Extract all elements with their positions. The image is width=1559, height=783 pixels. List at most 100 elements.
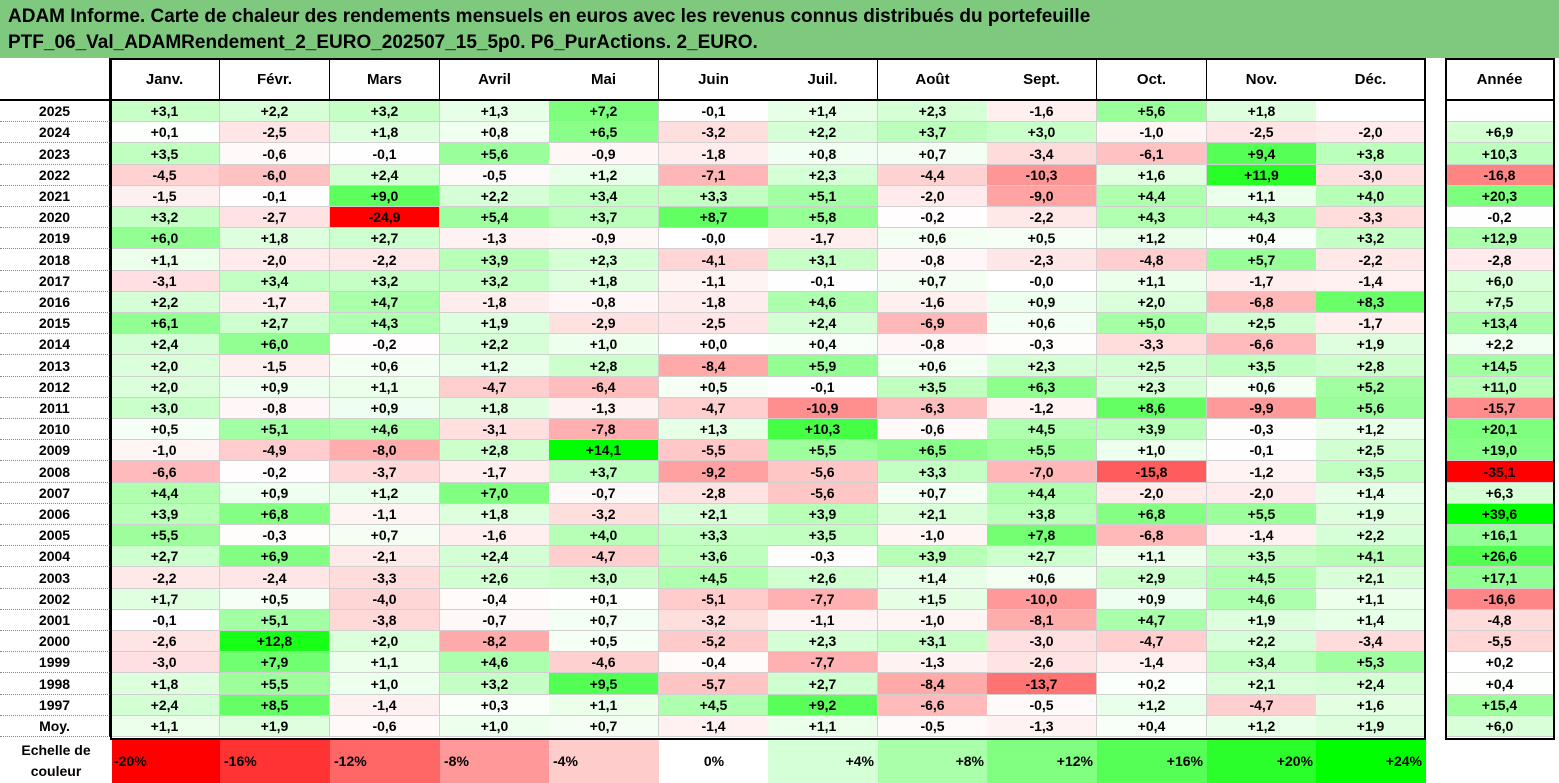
heatmap-cell: -3,0 (987, 631, 1097, 652)
heatmap-cell: +3,4 (1207, 652, 1317, 673)
heatmap-cell: -2,6 (987, 652, 1097, 673)
heatmap-cell: -0,8 (878, 334, 988, 355)
heatmap-cell: +1,9 (440, 313, 550, 334)
heatmap-cell: -0,5 (987, 695, 1097, 716)
heatmap-cell: +1,2 (549, 165, 659, 186)
heatmap-cell: -8,0 (330, 440, 440, 461)
heatmap-cell: +1,8 (549, 271, 659, 292)
heatmap-cell: -0,3 (768, 546, 878, 567)
heatmap-cell: +4,6 (330, 419, 440, 440)
heatmap-cell: +4,1 (1316, 546, 1426, 567)
heatmap-cell: -1,7 (1316, 313, 1426, 334)
year-label: 2004 (0, 546, 110, 567)
heatmap-cell: +2,3 (768, 165, 878, 186)
heatmap-cell: +4,0 (1316, 186, 1426, 207)
heatmap-cell: +2,3 (768, 631, 878, 652)
heatmap-cell: -1,4 (330, 695, 440, 716)
heatmap-cell: -1,3 (987, 716, 1097, 737)
heatmap-cell: +0,9 (987, 292, 1097, 313)
heatmap-cell: -10,0 (987, 589, 1097, 610)
heatmap-cell: +1,1 (110, 716, 220, 737)
month-header: Sept. (987, 58, 1097, 101)
annual-cell: +14,5 (1445, 355, 1555, 377)
heatmap-cell: -6,3 (878, 398, 988, 419)
heatmap-cell: -1,4 (1316, 271, 1426, 292)
heatmap-cell: +1,0 (1097, 440, 1207, 461)
heatmap-cell: +0,5 (110, 419, 220, 440)
heatmap-cell: +2,5 (1097, 355, 1207, 377)
annual-cell: +0,4 (1445, 673, 1555, 695)
heatmap-cell: -0,6 (330, 716, 440, 737)
heatmap-cell: +3,8 (1316, 143, 1426, 165)
year-label: 2008 (0, 461, 110, 483)
heatmap-cell: -3,1 (440, 419, 550, 440)
heatmap-cell: -4,6 (549, 652, 659, 673)
heatmap-cell: +1,0 (330, 673, 440, 695)
heatmap-cell: +1,8 (440, 398, 550, 419)
heatmap-cell: -1,7 (1207, 271, 1317, 292)
heatmap-cell: +4,3 (1097, 207, 1207, 228)
heatmap-cell: +0,8 (768, 143, 878, 165)
heatmap-cell: -1,6 (440, 525, 550, 546)
heatmap-cell: +0,3 (440, 695, 550, 716)
heatmap-cell: +3,4 (220, 271, 330, 292)
heatmap-cell: +2,2 (220, 101, 330, 122)
year-label: 2017 (0, 271, 110, 292)
heatmap-cell: -0,6 (220, 143, 330, 165)
heatmap-cell: +0,1 (549, 589, 659, 610)
heatmap-cell: -0,3 (1207, 419, 1317, 440)
heatmap-cell: -2,5 (1207, 122, 1317, 143)
heatmap-cell: +2,4 (440, 546, 550, 567)
heatmap-cell: +3,2 (440, 673, 550, 695)
heatmap-cell: +0,7 (330, 525, 440, 546)
heatmap-cell: -1,0 (110, 440, 220, 461)
heatmap-cell: +4,7 (1097, 610, 1207, 631)
heatmap-cell: -2,4 (220, 567, 330, 589)
heatmap-cell: +0,7 (549, 610, 659, 631)
heatmap-cell: +3,7 (549, 461, 659, 483)
month-header: Juin (659, 58, 769, 101)
annual-cell: +11,0 (1445, 377, 1555, 398)
heatmap-cell: +3,1 (110, 101, 220, 122)
heatmap-cell: +3,4 (549, 186, 659, 207)
heatmap-cell: +6,8 (220, 504, 330, 525)
year-label: 2001 (0, 610, 110, 631)
heatmap-cell: +0,1 (110, 122, 220, 143)
heatmap-cell: +0,5 (220, 589, 330, 610)
heatmap-cell: +1,9 (1316, 504, 1426, 525)
heatmap-cell: +8,3 (1316, 292, 1426, 313)
heatmap-cell (1316, 101, 1426, 122)
heatmap-cell: +9,4 (1207, 143, 1317, 165)
heatmap-cell: -2,2 (987, 207, 1097, 228)
annual-cell: -16,8 (1445, 165, 1555, 186)
heatmap-cell: +2,7 (330, 228, 440, 249)
heatmap-cell: +2,1 (659, 504, 769, 525)
heatmap-cell: -1,4 (1097, 652, 1207, 673)
heatmap-cell: +4,5 (987, 419, 1097, 440)
heatmap-cell: +1,2 (1316, 419, 1426, 440)
heatmap-cell: -2,0 (1316, 122, 1426, 143)
year-header-corner (0, 58, 110, 101)
heatmap-cell: +5,1 (768, 186, 878, 207)
heatmap-cell: -0,7 (549, 483, 659, 504)
heatmap-cell: -6,1 (1097, 143, 1207, 165)
month-header: Déc. (1316, 58, 1426, 101)
heatmap-cell: +2,4 (330, 165, 440, 186)
heatmap-cell: +6,5 (878, 440, 988, 461)
year-label: 1999 (0, 652, 110, 673)
heatmap-cell: -1,7 (768, 228, 878, 249)
heatmap-cell: -1,3 (440, 228, 550, 249)
year-label: 2022 (0, 165, 110, 186)
year-label: 2020 (0, 207, 110, 228)
heatmap-cell: -0,8 (878, 249, 988, 271)
heatmap-cell: -7,7 (768, 652, 878, 673)
heatmap-cell: +1,7 (110, 589, 220, 610)
heatmap-cell: +0,0 (659, 334, 769, 355)
heatmap-cell: +2,3 (549, 249, 659, 271)
legend-swatch: +4% (768, 740, 878, 783)
heatmap-cell: -0,0 (659, 228, 769, 249)
annual-cell: -2,8 (1445, 249, 1555, 271)
heatmap-cell: +0,9 (330, 398, 440, 419)
heatmap-cell: +3,9 (110, 504, 220, 525)
heatmap-cell: -1,8 (659, 292, 769, 313)
